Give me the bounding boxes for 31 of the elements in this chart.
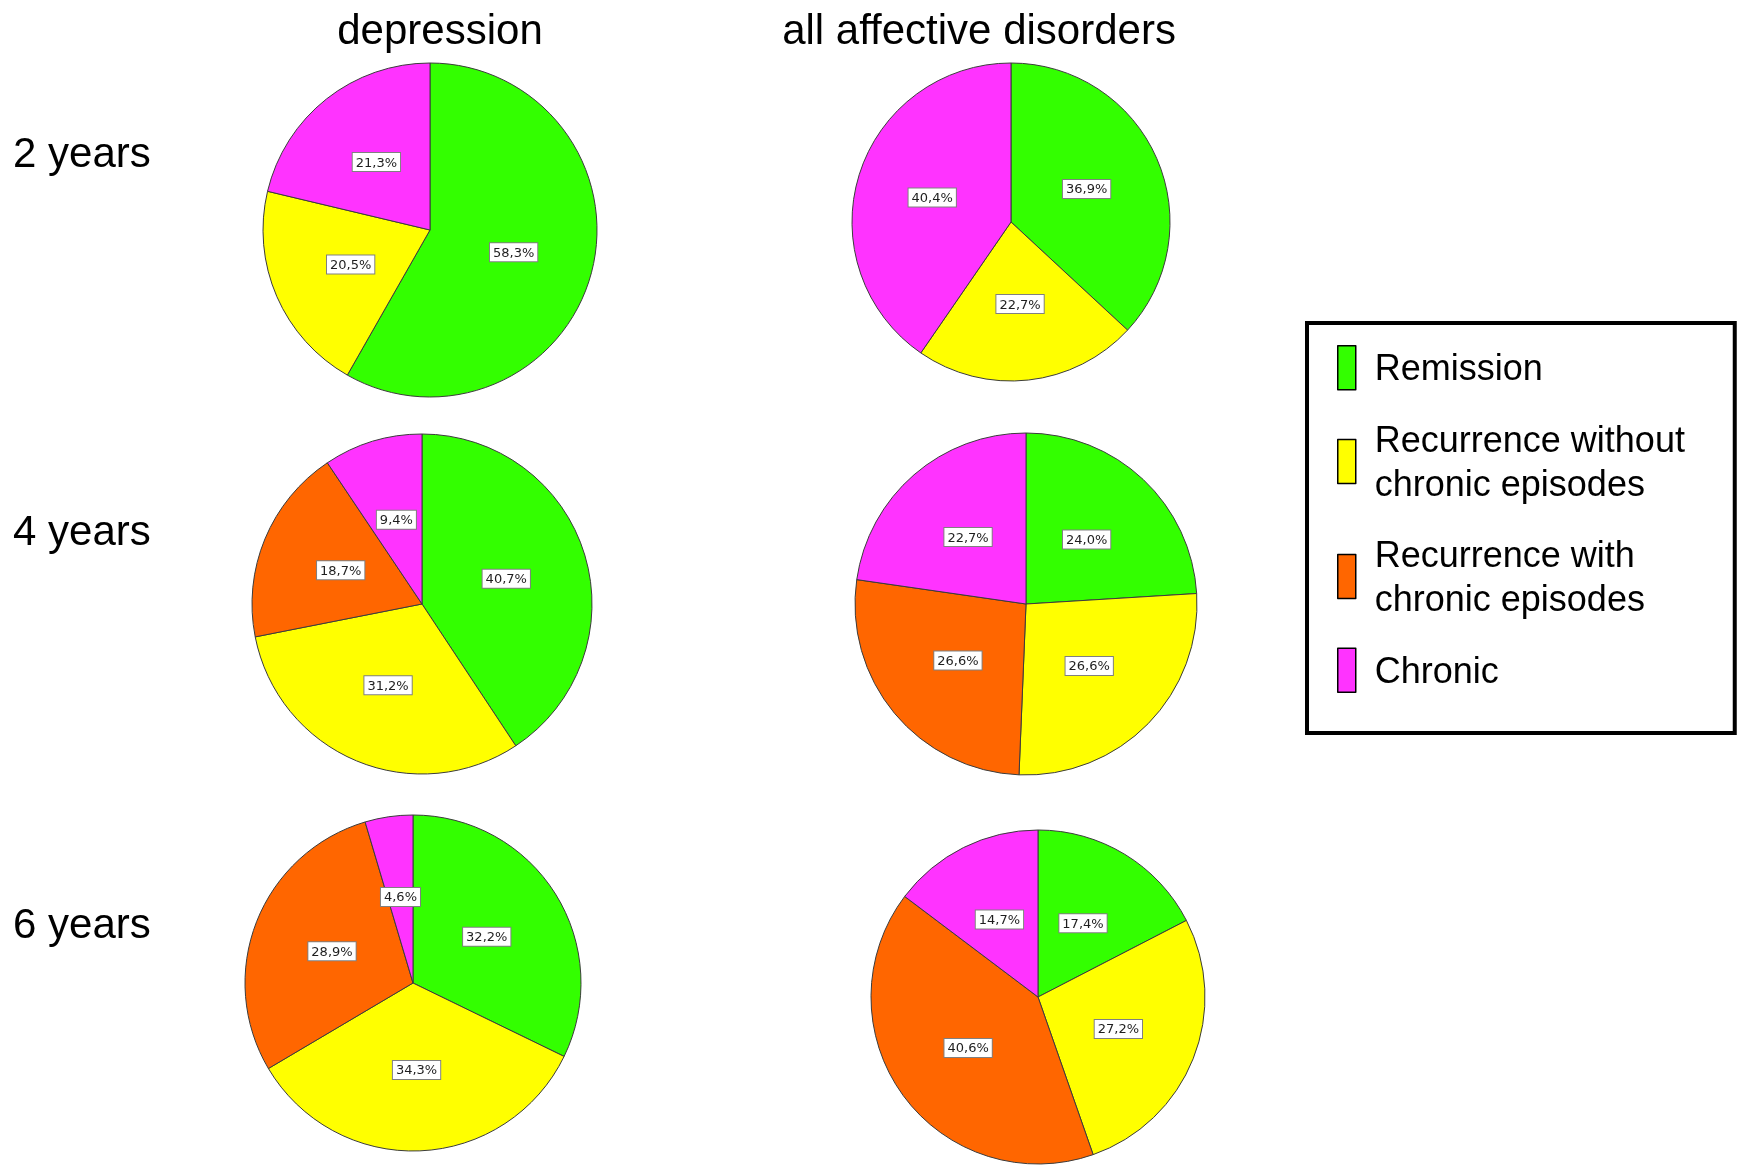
legend-label: Recurrence without chronic episodes (1374, 419, 1695, 504)
data-label: 28,9% (311, 943, 353, 959)
data-label: 58,3% (492, 244, 535, 260)
text: 4 years (13, 506, 151, 554)
data-label: 20,5% (330, 256, 372, 272)
data-label: 40,6% (947, 1040, 989, 1056)
data-label: 40,4% (911, 189, 953, 205)
text: 6 years (13, 899, 151, 947)
legend-label: Recurrence with chronic episodes (1374, 534, 1645, 619)
data-label: 22,7% (947, 529, 989, 545)
data-label: 34,3% (395, 1062, 438, 1078)
legend-label: Remission (1374, 347, 1543, 389)
text: 2 years (13, 128, 151, 176)
data-label: 9,4% (379, 512, 413, 528)
data-label: 31,2% (367, 677, 409, 693)
data-label: 17,4% (1062, 915, 1104, 931)
data-label: 24,0% (1065, 532, 1108, 548)
chart-title: all affective disorders (782, 5, 1176, 53)
data-label: 40,7% (485, 571, 527, 587)
data-label: 32,2% (466, 929, 508, 945)
data-label: 22,7% (999, 296, 1041, 312)
data-label: 4,6% (383, 889, 417, 905)
legend-label: Chronic (1374, 649, 1499, 691)
data-label: 26,6% (937, 653, 979, 669)
data-label: 18,7% (320, 562, 362, 578)
data-label: 21,3% (355, 154, 398, 170)
data-label: 14,7% (978, 912, 1021, 928)
data-label: 27,2% (1097, 1021, 1140, 1037)
data-label: 36,9% (1065, 181, 1108, 197)
chart-title: depression (337, 5, 543, 53)
data-label: 26,6% (1068, 658, 1110, 674)
